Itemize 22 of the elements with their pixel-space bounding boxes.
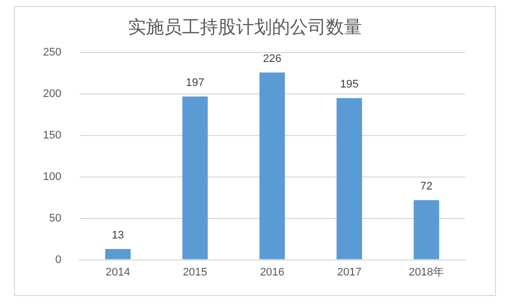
data-label: 195 — [340, 78, 358, 91]
x-tick-label: 2018年 — [408, 266, 444, 278]
data-label: 13 — [112, 230, 124, 242]
data-label: 197 — [186, 77, 204, 90]
bar — [336, 98, 362, 260]
y-tick-label: 50 — [49, 212, 62, 224]
bar — [105, 249, 131, 260]
y-tick-label: 200 — [42, 88, 62, 100]
data-label: 226 — [262, 53, 282, 66]
y-tick-label: 250 — [42, 46, 62, 59]
y-tick-label: 150 — [42, 130, 62, 142]
y-tick-label: 0 — [55, 254, 62, 266]
x-tick-label: 2015 — [182, 266, 208, 278]
chart-title: 实施员工持股计划的公司数量 — [128, 16, 362, 37]
y-tick-label: 100 — [42, 170, 62, 183]
x-tick-label: 2014 — [106, 266, 130, 278]
bar — [182, 96, 208, 260]
data-label: 72 — [420, 180, 433, 193]
bar — [414, 200, 440, 260]
bar — [259, 72, 285, 260]
x-tick-label: 2017 — [337, 266, 362, 278]
x-tick-label: 2016 — [260, 266, 284, 278]
